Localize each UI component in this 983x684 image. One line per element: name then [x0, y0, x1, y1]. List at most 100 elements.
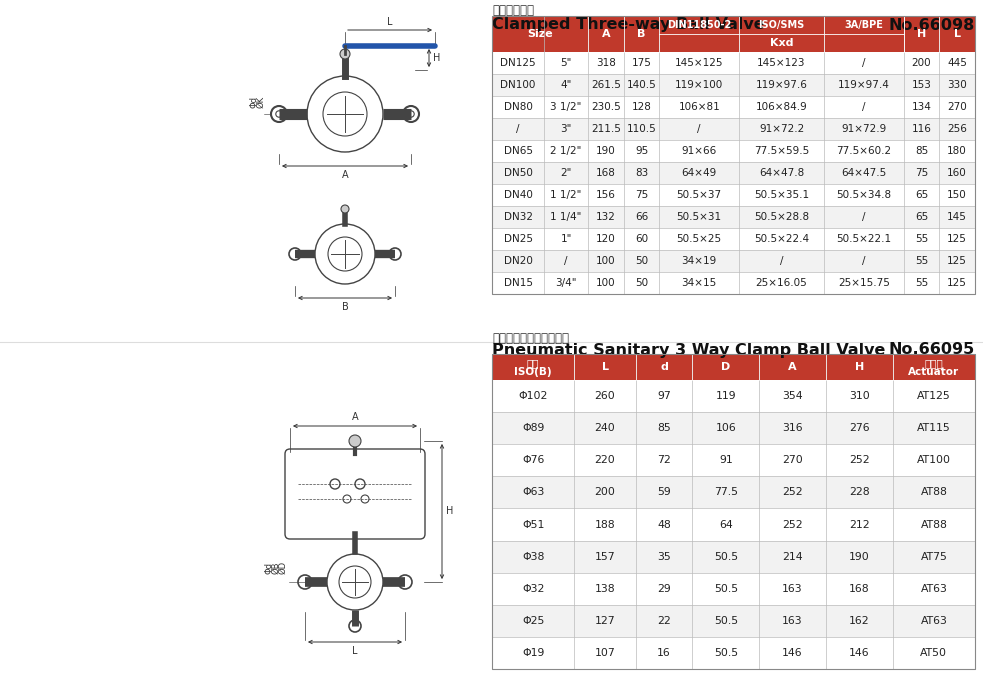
Text: Φ76: Φ76: [522, 456, 545, 465]
Text: DN20: DN20: [503, 256, 533, 266]
Bar: [492, 250, 975, 272]
Text: ISO(B): ISO(B): [514, 367, 551, 377]
Text: 125: 125: [948, 234, 967, 244]
Text: AT88: AT88: [920, 488, 948, 497]
Text: 16: 16: [658, 648, 671, 658]
Text: 1 1/4": 1 1/4": [550, 212, 582, 222]
Bar: [492, 74, 975, 96]
Text: 146: 146: [849, 648, 870, 658]
Text: 50.5×28.8: 50.5×28.8: [754, 212, 809, 222]
Text: 168: 168: [849, 583, 870, 594]
Text: 50.5×22.4: 50.5×22.4: [754, 234, 809, 244]
Text: No.66095: No.66095: [889, 343, 975, 358]
Text: 146: 146: [782, 648, 803, 658]
Text: H: H: [433, 53, 440, 63]
Text: 64×49: 64×49: [681, 168, 717, 178]
Text: 快装三通球阀: 快装三通球阀: [492, 3, 534, 16]
Text: 83: 83: [635, 168, 648, 178]
Text: AT63: AT63: [920, 583, 948, 594]
Text: DN25: DN25: [503, 234, 533, 244]
Text: Kxd: Kxd: [770, 38, 793, 48]
Text: 91: 91: [719, 456, 732, 465]
Text: 140.5: 140.5: [627, 80, 657, 90]
Text: 25×16.05: 25×16.05: [756, 278, 807, 288]
Text: 153: 153: [911, 80, 932, 90]
Text: Clamped Three-way Ball Valve: Clamped Three-way Ball Valve: [492, 18, 765, 33]
Bar: [492, 354, 975, 669]
Text: Φ25: Φ25: [522, 616, 545, 626]
Text: 50.5×35.1: 50.5×35.1: [754, 190, 809, 200]
Text: 214: 214: [782, 551, 803, 562]
Text: 445: 445: [948, 58, 967, 68]
Text: ØB: ØB: [271, 562, 280, 574]
Text: 276: 276: [849, 423, 870, 433]
Text: 3": 3": [560, 124, 572, 134]
Text: 64: 64: [719, 520, 732, 529]
Text: 2": 2": [560, 168, 572, 178]
Bar: [492, 206, 975, 228]
Text: 156: 156: [596, 190, 615, 200]
Text: 240: 240: [595, 423, 615, 433]
Text: 91×72.9: 91×72.9: [841, 124, 887, 134]
Text: 116: 116: [911, 124, 932, 134]
Text: 120: 120: [596, 234, 615, 244]
Text: H: H: [917, 29, 926, 39]
Text: 55: 55: [915, 256, 928, 266]
Text: 5": 5": [560, 58, 572, 68]
Text: 150: 150: [948, 190, 967, 200]
Text: 35: 35: [658, 551, 671, 562]
Text: 168: 168: [596, 168, 615, 178]
Text: 230.5: 230.5: [591, 102, 620, 112]
Text: 97: 97: [658, 391, 671, 401]
Text: ØD: ØD: [278, 561, 287, 574]
Text: B: B: [342, 302, 348, 312]
Text: 64×47.8: 64×47.8: [759, 168, 804, 178]
Text: 127: 127: [595, 616, 615, 626]
Text: 25×15.75: 25×15.75: [838, 278, 890, 288]
Bar: [492, 52, 975, 74]
Bar: [492, 96, 975, 118]
Bar: [492, 444, 975, 476]
Text: DN50: DN50: [503, 168, 533, 178]
Text: 110.5: 110.5: [627, 124, 657, 134]
Text: D: D: [722, 362, 730, 372]
Text: 50.5×22.1: 50.5×22.1: [837, 234, 892, 244]
Text: 252: 252: [849, 456, 870, 465]
Text: 85: 85: [658, 423, 671, 433]
Bar: [492, 16, 975, 34]
Text: A: A: [788, 362, 797, 372]
Text: 75: 75: [915, 168, 928, 178]
Text: 212: 212: [849, 520, 870, 529]
Text: 75: 75: [635, 190, 648, 200]
Bar: [492, 476, 975, 508]
Text: 29: 29: [658, 583, 671, 594]
Text: 3A/BPE: 3A/BPE: [844, 20, 884, 30]
Text: 3 1/2": 3 1/2": [550, 102, 582, 112]
Text: 175: 175: [632, 58, 652, 68]
Text: 72: 72: [658, 456, 671, 465]
Text: 145×123: 145×123: [757, 58, 806, 68]
Text: Φd: Φd: [250, 96, 259, 108]
Text: Φ32: Φ32: [522, 583, 545, 594]
Text: 106: 106: [716, 423, 736, 433]
Text: B: B: [637, 29, 646, 39]
Text: 95: 95: [635, 146, 648, 156]
Bar: [492, 228, 975, 250]
Text: 188: 188: [595, 520, 615, 529]
Text: AT125: AT125: [917, 391, 951, 401]
Text: 119: 119: [716, 391, 736, 401]
Text: DN65: DN65: [503, 146, 533, 156]
Text: 211.5: 211.5: [591, 124, 621, 134]
Text: d: d: [661, 362, 668, 372]
Text: 252: 252: [782, 488, 803, 497]
Text: 125: 125: [948, 278, 967, 288]
Text: 200: 200: [911, 58, 931, 68]
Text: DN80: DN80: [503, 102, 533, 112]
Bar: [492, 637, 975, 669]
Text: DIN11850-2: DIN11850-2: [667, 20, 731, 30]
Text: 59: 59: [658, 488, 671, 497]
Text: 270: 270: [948, 102, 967, 112]
Text: A: A: [352, 412, 359, 422]
Text: 106×81: 106×81: [678, 102, 721, 112]
Text: 163: 163: [782, 583, 803, 594]
